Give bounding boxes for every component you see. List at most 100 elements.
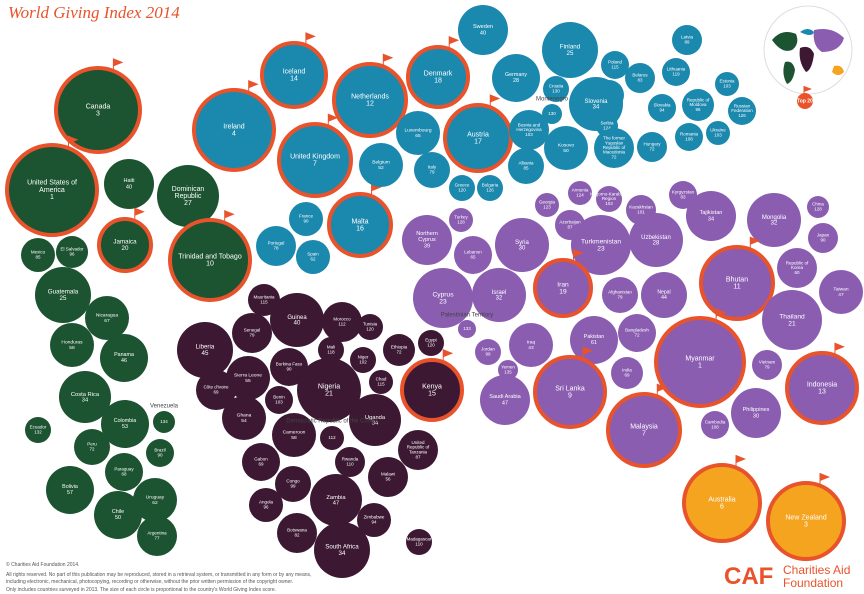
country-name: Senegal bbox=[244, 328, 261, 333]
country-rank: 118 bbox=[327, 350, 335, 355]
country-rank: 94 bbox=[371, 520, 377, 525]
country-bubble bbox=[297, 358, 361, 422]
country-name: Spain bbox=[307, 252, 319, 257]
country-rank: 130 bbox=[552, 89, 560, 94]
country: Montenegro 130 bbox=[536, 97, 569, 124]
country-rank: 126 bbox=[738, 113, 746, 118]
country-rank: 112 bbox=[338, 322, 346, 327]
country-rank: 103 bbox=[714, 133, 722, 138]
country-bubble bbox=[594, 128, 634, 168]
country-rank: 69 bbox=[258, 462, 264, 467]
country-name: Republic of Korea bbox=[786, 260, 809, 270]
country-name: Syria bbox=[515, 239, 529, 245]
logo: CAF Charities Aid Foundation bbox=[724, 563, 850, 590]
flag bbox=[736, 455, 746, 463]
country-rank: 57 bbox=[67, 490, 73, 496]
country-name: Côte d'Ivoire bbox=[203, 385, 229, 390]
country-name: The former Yugoslav Republic of Macedonia bbox=[603, 136, 626, 155]
title: World Giving Index 2014 bbox=[8, 3, 180, 22]
country-bubble bbox=[752, 350, 782, 380]
country-name: Serbia bbox=[600, 121, 614, 126]
country-name: Benin bbox=[273, 395, 285, 400]
flag bbox=[582, 346, 593, 355]
country-name: Tajikistan bbox=[700, 211, 723, 217]
country-bubble bbox=[406, 45, 470, 109]
country-rank: 123 bbox=[543, 205, 551, 210]
country-rank: 115 bbox=[260, 300, 268, 305]
country-rank: 45 bbox=[202, 350, 209, 357]
country-bubble bbox=[495, 218, 549, 272]
country-name: Brazil bbox=[154, 448, 165, 453]
country-rank: 23 bbox=[597, 245, 605, 252]
flag bbox=[573, 249, 584, 257]
country-rank: 3 bbox=[804, 522, 808, 529]
country-rank: 67 bbox=[104, 318, 110, 324]
country-rank: 14 bbox=[290, 76, 298, 83]
country-name: Costa Rica bbox=[71, 391, 100, 397]
flag bbox=[68, 135, 79, 144]
country-bubble bbox=[94, 491, 142, 539]
country-name: Ukraine bbox=[710, 128, 726, 133]
country-rank: 6 bbox=[720, 504, 724, 511]
country-rank: 90 bbox=[303, 219, 309, 224]
country-name: Honduras bbox=[61, 340, 83, 346]
flag bbox=[490, 94, 501, 103]
country-name: Hungary bbox=[643, 142, 661, 147]
country-bubble bbox=[232, 313, 272, 353]
country-rank: 119 bbox=[672, 72, 680, 77]
country-bubble bbox=[413, 268, 473, 328]
country-bubble bbox=[480, 375, 530, 425]
country-name: Myanmar bbox=[685, 355, 715, 362]
country-rank: 124 bbox=[603, 126, 611, 131]
country-bubble bbox=[475, 339, 501, 365]
country-name: Taiwan bbox=[833, 287, 848, 293]
country-bubble bbox=[543, 76, 569, 102]
country-name: Iraq bbox=[527, 340, 536, 346]
inset-africa bbox=[799, 46, 814, 72]
country-bubble bbox=[492, 54, 540, 102]
country-bubble bbox=[766, 481, 846, 561]
country-rank: 72 bbox=[611, 155, 617, 160]
country-bubble bbox=[368, 457, 408, 497]
country-name: Republic of Moldova bbox=[687, 97, 710, 107]
country-rank: 34 bbox=[372, 421, 379, 427]
country-bubble bbox=[97, 217, 153, 273]
country-rank: 103 bbox=[525, 132, 533, 137]
country-bubble bbox=[807, 196, 829, 218]
country-name: Palestinian Territory bbox=[441, 313, 494, 319]
country-bubble bbox=[682, 89, 714, 121]
country-name: Uzbekistan bbox=[641, 234, 671, 240]
country-name: Panama bbox=[114, 353, 134, 359]
country-name: Guatemala bbox=[48, 288, 79, 295]
country-name: Congo bbox=[286, 479, 300, 484]
country-name: Jordan bbox=[481, 347, 495, 352]
country-rank: 46 bbox=[121, 358, 127, 364]
country-bubble bbox=[747, 193, 801, 247]
